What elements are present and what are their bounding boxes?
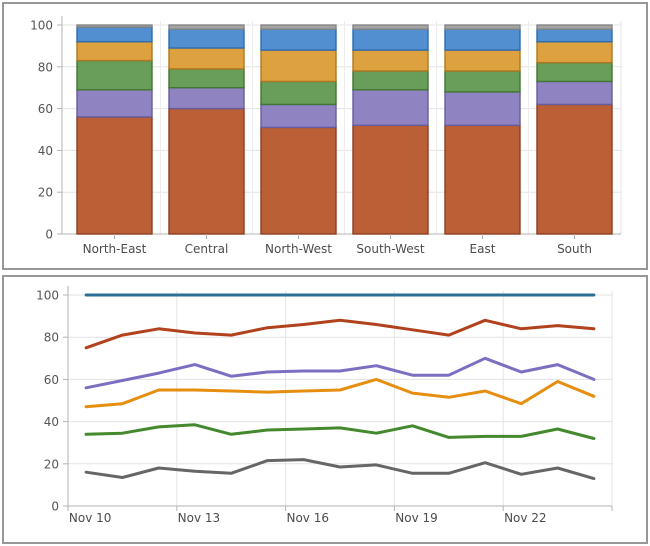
y-axis-label: 60 [44, 373, 59, 387]
y-axis-label: 60 [38, 102, 53, 116]
bar-segment-gray[interactable] [168, 24, 245, 30]
bar-segment-blue[interactable] [352, 28, 429, 51]
bar-segment-rust[interactable] [76, 116, 153, 235]
y-axis-label: 20 [38, 186, 53, 200]
bar-segment-blue[interactable] [536, 28, 613, 43]
x-axis-label: Nov 13 [178, 511, 221, 525]
bar-segment-orange[interactable] [168, 47, 245, 70]
bar-segment-blue[interactable] [444, 28, 521, 51]
x-axis-label: East [470, 242, 496, 256]
bar-segment-green[interactable] [352, 70, 429, 91]
line-chart[interactable]: 0 20 40 60 80 100 Nov 10 Nov 13 Nov 16 Nov 19 Nov … [4, 277, 646, 542]
y-axis-label: 40 [38, 144, 53, 158]
bar-segment-green[interactable] [168, 68, 245, 89]
bar-segment-purple[interactable] [168, 86, 245, 110]
x-axis-label: Nov 19 [395, 511, 438, 525]
x-axis-label: South-West [356, 242, 425, 256]
x-axis-label: Central [185, 242, 229, 256]
line-chart-panel: 0 20 40 60 80 100 Nov 10 Nov 13 Nov 16 Nov 19 Nov … [2, 275, 648, 544]
bar-segment-gray[interactable] [536, 24, 613, 30]
bar-segment-orange[interactable] [444, 49, 521, 72]
x-axis-label: Nov 22 [504, 511, 547, 525]
x-axis-label: South [557, 242, 592, 256]
y-axis-label: 0 [51, 500, 59, 514]
y-axis-label: 80 [44, 331, 59, 345]
bar-segment-orange[interactable] [352, 49, 429, 72]
bar-segment-rust[interactable] [168, 107, 245, 235]
line-series-orange[interactable] [84, 377, 596, 409]
bar-segment-green[interactable] [76, 59, 153, 91]
line-series-green[interactable] [84, 423, 596, 440]
x-axis-label: Nov 16 [286, 511, 329, 525]
bar-segment-blue[interactable] [168, 28, 245, 49]
stacked-bar-chart[interactable]: 0 20 40 60 80 100 North-East Central North-West S… [4, 4, 646, 268]
line-series-red[interactable] [84, 318, 596, 350]
y-axis-label: 100 [36, 289, 59, 303]
bar-segment-green[interactable] [260, 80, 337, 106]
bar-segment-blue[interactable] [260, 28, 337, 51]
y-axis-label: 80 [38, 60, 53, 74]
bar-segment-orange[interactable] [76, 41, 153, 62]
line-series-purple[interactable] [84, 356, 596, 390]
x-axis-label: Nov 10 [69, 511, 112, 525]
y-axis-label: 40 [44, 415, 59, 429]
bar-segment-gray[interactable] [352, 24, 429, 30]
bar-segment-gray[interactable] [444, 24, 521, 30]
bar-segment-rust[interactable] [260, 126, 337, 235]
bar-segment-purple[interactable] [536, 80, 613, 106]
bar-segment-rust[interactable] [352, 124, 429, 235]
x-axis-label: North-East [83, 242, 147, 256]
bar-segment-purple[interactable] [260, 103, 337, 129]
line-series-gray[interactable] [84, 458, 596, 481]
bar-segment-purple[interactable] [76, 89, 153, 118]
bar-segment-rust[interactable] [536, 103, 613, 235]
y-axis-label: 100 [30, 19, 53, 33]
bar-segment-green[interactable] [444, 70, 521, 93]
y-axis-label: 0 [45, 228, 53, 242]
bar-segment-green[interactable] [536, 61, 613, 83]
bar-segment-rust[interactable] [444, 124, 521, 235]
bar-segment-blue[interactable] [76, 26, 153, 43]
bar-segment-gray[interactable] [260, 24, 337, 30]
bar-segment-gray[interactable] [76, 24, 153, 28]
bar-segment-orange[interactable] [260, 49, 337, 83]
bar-segment-orange[interactable] [536, 41, 613, 64]
bar-segment-purple[interactable] [352, 89, 429, 127]
stacked-bar-chart-panel: 0 20 40 60 80 100 North-East Central North-West S… [2, 2, 648, 270]
bar-segment-purple[interactable] [444, 91, 521, 127]
y-axis-label: 20 [44, 457, 59, 471]
x-axis-label: North-West [265, 242, 332, 256]
